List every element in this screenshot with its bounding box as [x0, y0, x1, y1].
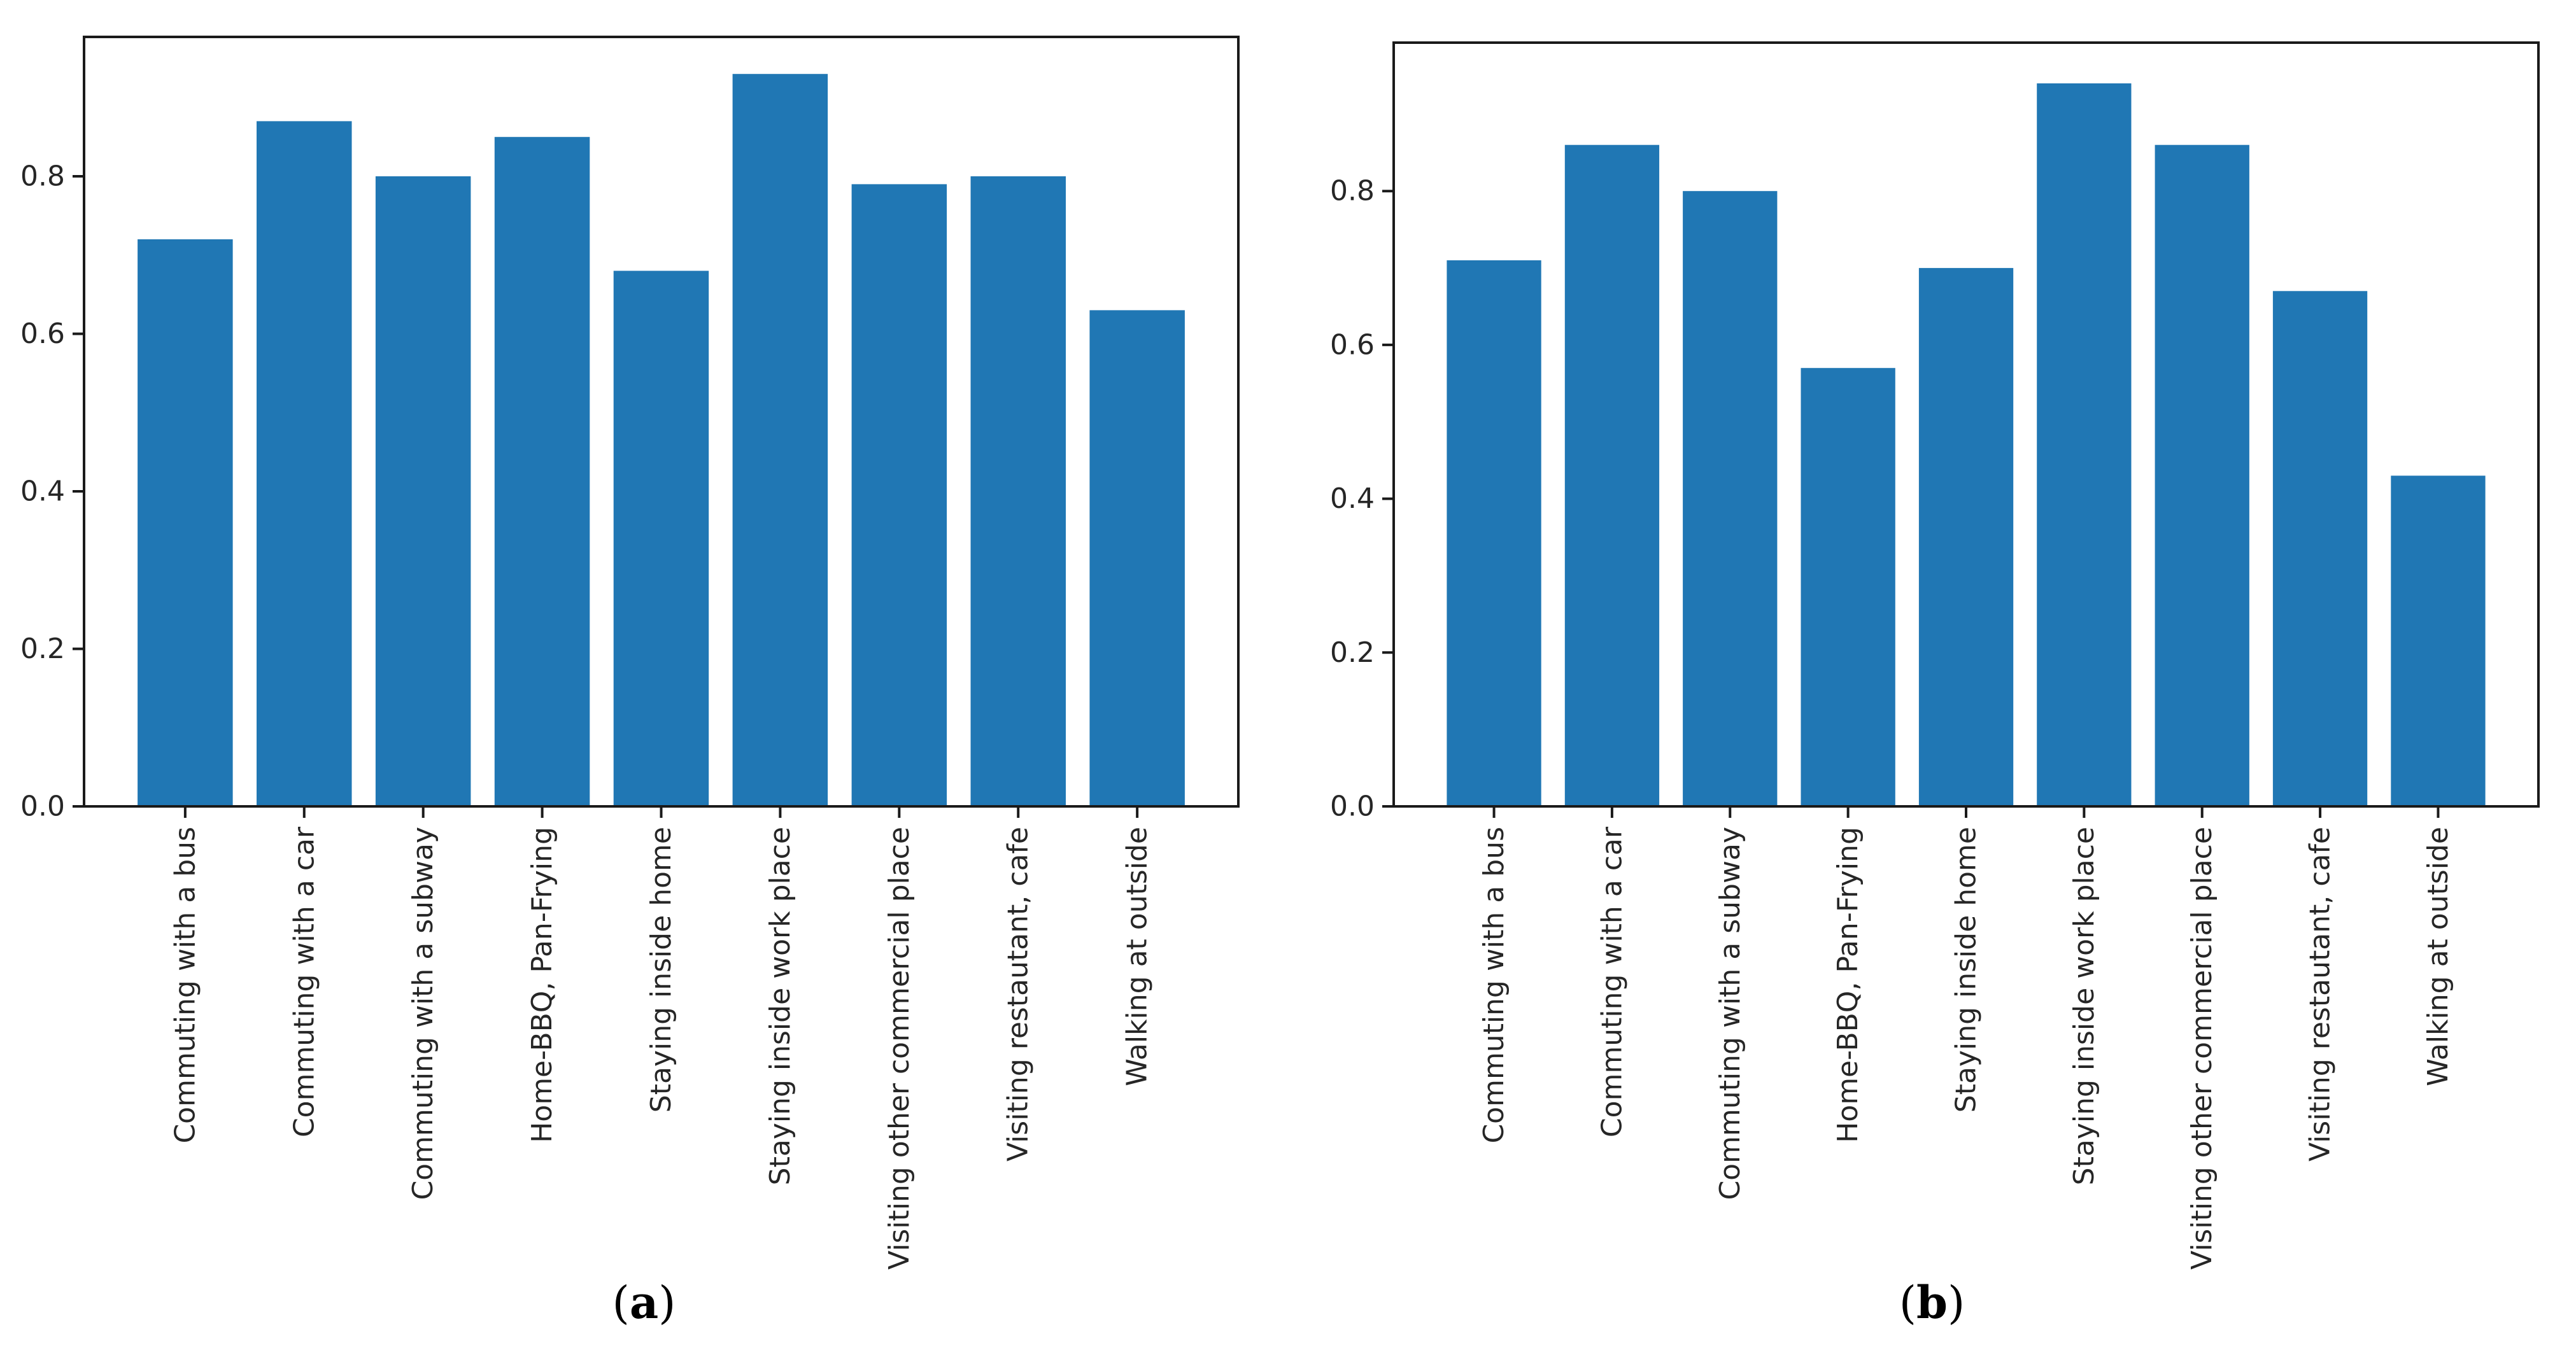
x-tick-label: Home-BBQ, Pan-Frying [526, 827, 558, 1143]
bar-b-6 [2037, 83, 2132, 806]
y-tick-label: 0.0 [1330, 790, 1375, 823]
caption-b: (b) [1288, 1278, 2576, 1328]
x-tick-label: Staying inside work place [2068, 827, 2100, 1185]
bar-b-9 [2391, 475, 2486, 806]
x-tick-label: Home-BBQ, Pan-Frying [1832, 827, 1864, 1143]
x-tick-label: Visiting other commercial place [2186, 827, 2218, 1270]
bar-a-1 [138, 239, 233, 806]
bar-a-3 [375, 176, 471, 806]
caption-a-open: ( [612, 1277, 630, 1329]
y-tick-label: 0.4 [1330, 482, 1375, 515]
y-tick-label: 0.4 [20, 475, 65, 508]
caption-a-letter: a [629, 1276, 659, 1329]
bar-a-2 [257, 121, 352, 806]
caption-b-letter: b [1916, 1276, 1948, 1329]
chart-a: Commuting with a bus Commuting with a car… [20, 36, 1240, 1270]
x-tick-label: Commuting with a car [288, 826, 320, 1137]
bar-a-4 [494, 137, 590, 807]
chart-b: Commuting with a bus Commuting with a car… [1330, 41, 2540, 1270]
y-tick-label: 0.8 [20, 160, 65, 193]
caption-b-open: ( [1899, 1277, 1917, 1329]
x-tick-label: Staying inside home [645, 827, 677, 1113]
bar-b-8 [2272, 291, 2368, 806]
bar-b-5 [1918, 268, 2014, 807]
x-tick-label: Commuting with a subway [1714, 827, 1746, 1200]
y-tick-label: 0.6 [1330, 328, 1375, 361]
bar-b-4 [1801, 368, 1895, 806]
x-tick-label: Walking at outside [2422, 827, 2454, 1086]
x-tick-label: Walking at outside [1121, 827, 1154, 1086]
x-tick-label: Commuting with a bus [1478, 827, 1510, 1144]
y-tick-label: 0.0 [20, 790, 65, 823]
y-tick-label: 0.8 [1330, 175, 1375, 207]
caption-a: (a) [0, 1278, 1288, 1328]
y-tick-label: 0.2 [20, 633, 65, 665]
bar-b-2 [1564, 144, 1660, 807]
y-tick-label: 0.2 [1330, 636, 1375, 669]
bar-a-6 [732, 74, 828, 807]
axes-frame [83, 36, 1240, 808]
bar-b-3 [1683, 191, 1778, 806]
y-tick-label: 0.6 [20, 318, 65, 350]
x-tick-label: Visiting restautant, cafe [1002, 827, 1035, 1162]
x-tick-label: Visiting other commercial place [883, 827, 916, 1270]
caption-b-close: ) [1947, 1277, 1965, 1329]
x-tick-label: Staying inside work place [764, 827, 796, 1185]
x-tick-label: Commuting with a subway [407, 827, 439, 1200]
x-tick-label: Visiting restautant, cafe [2304, 827, 2337, 1162]
bar-a-8 [970, 176, 1066, 806]
caption-a-close: ) [658, 1277, 676, 1329]
x-tick-label: Commuting with a car [1596, 826, 1628, 1137]
bar-a-7 [851, 184, 947, 806]
x-tick-label: Commuting with a bus [169, 827, 201, 1144]
bar-a-9 [1089, 310, 1185, 806]
axes-frame [1392, 41, 2540, 808]
x-tick-label: Staying inside home [1950, 827, 1983, 1113]
bar-b-7 [2155, 144, 2249, 807]
bar-a-5 [613, 270, 709, 806]
bar-b-1 [1447, 260, 1541, 806]
